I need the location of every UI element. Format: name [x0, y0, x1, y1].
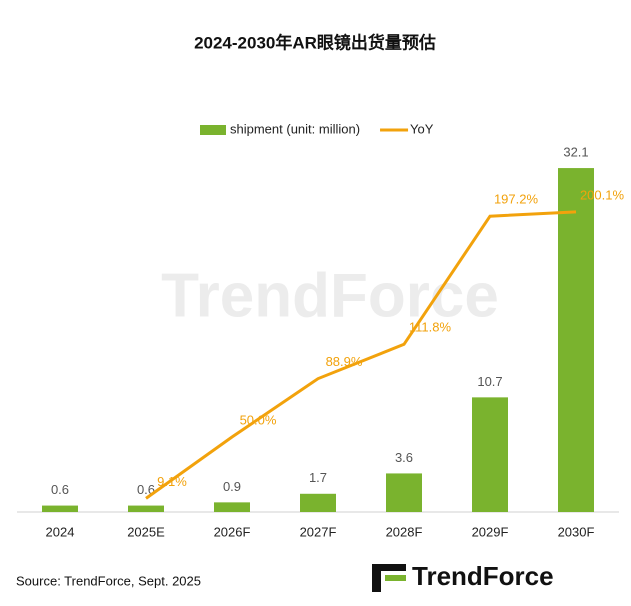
legend-label: shipment (unit: million): [230, 121, 360, 136]
logo: TrendForce: [412, 561, 554, 591]
x-tick-label: 2030F: [558, 524, 595, 539]
bar: [42, 505, 78, 512]
x-tick-label: 2028F: [386, 524, 423, 539]
chart-title: 2024-2030年AR眼镜出货量预估: [194, 32, 436, 52]
watermark: TrendForce: [161, 261, 499, 330]
bar-value-label: 0.6: [137, 482, 155, 497]
x-tick-label: 2026F: [214, 524, 251, 539]
bar: [558, 168, 594, 513]
yoy-value-label: 200.1%: [580, 187, 625, 202]
yoy-value-label: 9.1%: [157, 474, 187, 489]
bar: [472, 397, 508, 512]
bar: [300, 493, 336, 512]
bar-value-label: 3.6: [395, 450, 413, 465]
legend-swatch: [200, 125, 226, 135]
bar: [128, 505, 164, 512]
bar-value-label: 0.6: [51, 482, 69, 497]
legend-label: YoY: [410, 121, 434, 136]
yoy-value-label: 111.8%: [409, 320, 452, 335]
yoy-line: [145, 210, 577, 500]
yoy-value-label: 50.0%: [240, 412, 277, 427]
logo-icon: [372, 564, 406, 592]
bar-value-label: 1.7: [309, 470, 327, 485]
bar-value-label: 32.1: [563, 145, 588, 160]
bar-value-label: 0.9: [223, 479, 241, 494]
x-tick-label: 2027F: [300, 524, 337, 539]
bar: [214, 502, 250, 512]
yoy-value-label: 197.2%: [494, 192, 539, 207]
source: Source: TrendForce, Sept. 2025: [16, 573, 201, 588]
x-tick-label: 2025E: [127, 524, 165, 539]
bar: [386, 473, 422, 512]
yoy-value-label: 88.9%: [326, 354, 363, 369]
x-tick-label: 2024: [46, 524, 75, 539]
x-tick-label: 2029F: [472, 524, 509, 539]
bar-value-label: 10.7: [477, 374, 502, 389]
